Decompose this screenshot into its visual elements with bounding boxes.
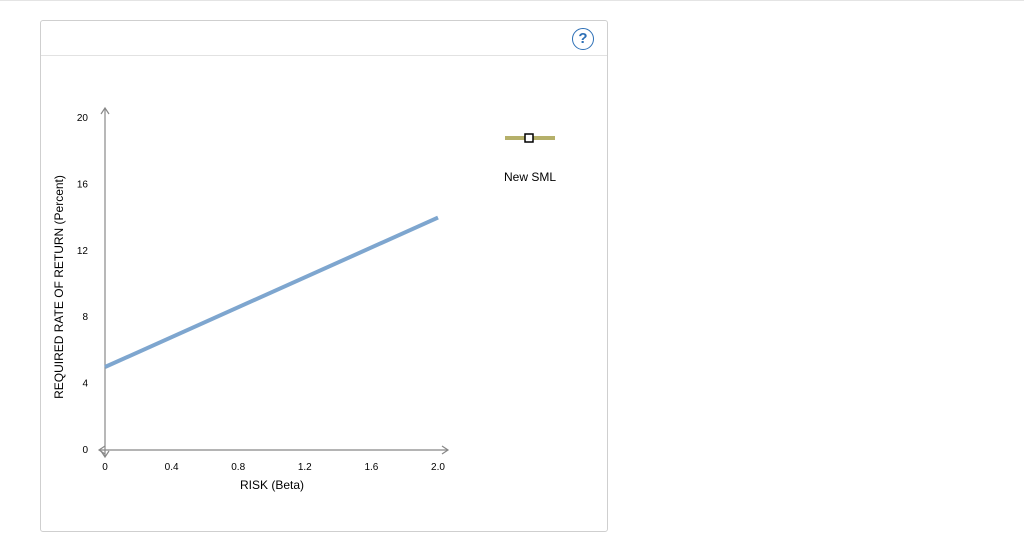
y-tick-label: 12: [77, 246, 89, 257]
x-axis-arrow-left: [97, 445, 106, 455]
legend-point-handle: [524, 133, 534, 143]
legend-new-sml-label: New SML: [503, 170, 556, 184]
y-tick-label: 20: [77, 113, 89, 124]
x-tick-label: 2.0: [431, 462, 445, 473]
chart-axes: [97, 106, 450, 459]
y-tick-label: 8: [82, 312, 88, 323]
series-line: [104, 215, 439, 369]
x-tick-label: 0: [102, 462, 108, 473]
y-axis-arrow-bottom: [100, 450, 110, 459]
y-tick-label: 4: [82, 379, 88, 390]
x-axis-arrow-right: [441, 445, 450, 455]
chart-series: [104, 215, 439, 369]
x-tick-label: 1.6: [364, 462, 378, 473]
y-tick-label: 0: [82, 445, 88, 456]
help-button[interactable]: ?: [572, 28, 594, 50]
y-axis-arrow-top: [100, 106, 110, 115]
chart-ticks: 0 0.4 0.8 1.2 1.6 2.0 0 4 8 12 16 20: [77, 113, 446, 473]
x-tick-label: 1.2: [298, 462, 312, 473]
y-axis-label: REQUIRED RATE OF RETURN (Percent): [52, 175, 66, 399]
x-tick-label: 0.8: [231, 462, 245, 473]
y-tick-label: 16: [77, 179, 89, 190]
top-rule: [0, 0, 1024, 1]
x-axis-label: RISK (Beta): [240, 478, 304, 492]
panel-divider: [41, 55, 607, 56]
legend-new-sml-marker[interactable]: [505, 133, 555, 143]
x-tick-label: 0.4: [165, 462, 179, 473]
graph-panel: ?: [40, 20, 608, 532]
